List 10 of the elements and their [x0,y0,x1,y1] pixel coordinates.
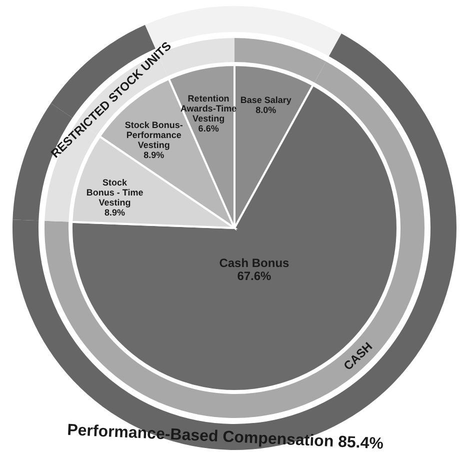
slice-label: Stock Bonus-Performance Vesting [124,120,183,150]
text: Performance-Based Compensation 85.4% [66,422,384,453]
data-label: 6.6% [198,124,219,134]
data-label: 8.0% [256,104,276,115]
data-label: 8.9% [104,208,126,218]
data-label: 67.6% [237,268,272,283]
slice-label: Stock Bonus - Time Vesting [86,178,144,208]
slice-label: Base Salary [240,94,292,105]
slice-label: Cash Bonus [219,256,290,270]
data-label: 8.9% [144,150,164,160]
